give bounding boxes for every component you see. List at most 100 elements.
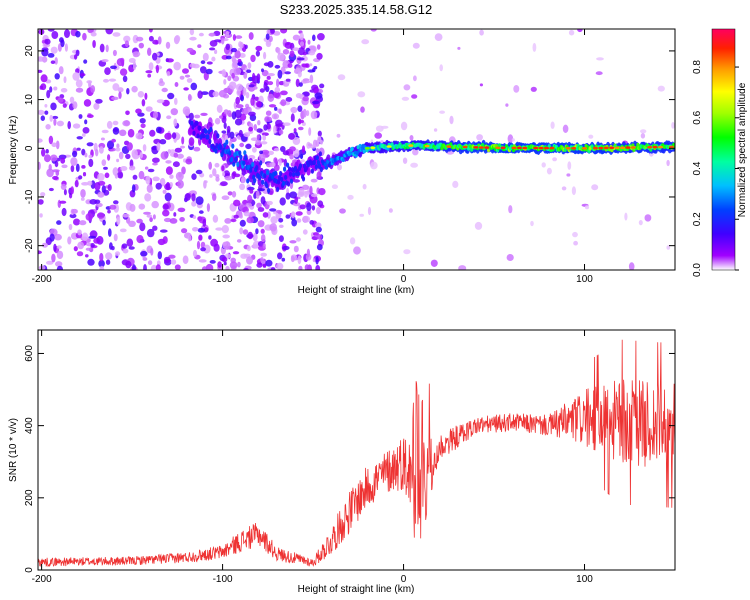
spectrogram-noise-cell xyxy=(640,133,646,139)
spectrogram-noise-cell xyxy=(102,219,106,226)
spectrogram-noise-cell xyxy=(197,227,206,233)
spectrogram-signal-cell xyxy=(470,147,474,152)
spectrogram-x-label: Height of straight line (km) xyxy=(298,285,415,296)
spectrogram-noise-cell xyxy=(347,194,354,200)
spectrogram-noise-cell xyxy=(59,200,67,204)
spectrogram-noise-cell xyxy=(146,184,153,193)
spectrogram-noise-cell xyxy=(257,220,265,228)
spectrogram-noise-cell xyxy=(86,114,94,118)
spectrogram-noise-cell xyxy=(244,44,248,49)
spectrogram-noise-cell xyxy=(513,85,520,93)
spectrogram-noise-cell xyxy=(187,93,192,101)
spectrogram-noise-cell xyxy=(186,47,194,53)
spectrogram-signal-cell xyxy=(236,161,240,167)
spectrogram-signal-cell xyxy=(348,151,352,156)
spectrogram-noise-cell xyxy=(561,186,567,191)
spectrogram-noise-cell xyxy=(301,145,306,153)
spectrogram-noise-cell xyxy=(339,208,346,214)
spectrogram-noise-cell xyxy=(124,40,129,47)
spectrogram-noise-cell xyxy=(88,235,97,239)
spectrogram-noise-cell xyxy=(122,120,131,127)
spectrogram-y-tick-label: 10 xyxy=(24,94,35,106)
spectrogram-noise-cell xyxy=(411,94,418,99)
spectrogram-noise-cell xyxy=(299,204,306,210)
spectrogram-noise-cell xyxy=(58,154,67,160)
spectrogram-noise-cell xyxy=(68,223,73,231)
spectrogram-noise-cell xyxy=(60,157,66,164)
spectrogram-noise-cell xyxy=(125,260,132,269)
spectrogram-noise-cell xyxy=(402,157,408,164)
spectrogram-noise-cell xyxy=(212,193,217,201)
spectrogram-signal-cell xyxy=(244,155,248,161)
spectrogram-noise-cell xyxy=(53,243,57,252)
spectrogram-signal-cell xyxy=(204,128,208,134)
spectrogram-noise-cell xyxy=(541,162,546,168)
spectrogram-noise-cell xyxy=(110,65,117,70)
spectrogram-noise-cell xyxy=(116,158,120,163)
spectrogram-noise-cell xyxy=(233,199,241,207)
spectrogram-noise-cell xyxy=(270,216,278,224)
spectrogram-signal-halo xyxy=(257,177,262,186)
spectrogram-noise-cell xyxy=(51,142,57,148)
spectrogram-noise-cell xyxy=(231,172,236,180)
spectrogram-noise-cell xyxy=(307,39,311,45)
spectrogram-noise-cell xyxy=(595,71,603,76)
spectrogram-noise-cell xyxy=(38,138,43,143)
spectrogram-noise-cell xyxy=(157,36,162,45)
spectrogram-noise-cell xyxy=(60,88,68,93)
spectrogram-signal-cell xyxy=(231,143,235,149)
spectrogram-noise-cell xyxy=(530,86,537,92)
spectrogram-noise-cell xyxy=(370,161,378,170)
spectrogram-noise-cell xyxy=(242,229,249,235)
spectrogram-signal-cell xyxy=(547,144,551,149)
spectrogram-noise-cell xyxy=(222,234,230,239)
spectrogram-signal-cell xyxy=(195,120,199,126)
spectrogram-noise-cell xyxy=(44,38,51,45)
spectrogram-noise-cell xyxy=(163,217,172,223)
spectrogram-noise-cell xyxy=(243,211,250,217)
spectrogram-noise-cell xyxy=(336,133,341,138)
spectrogram-noise-cell xyxy=(308,127,312,136)
spectrogram-noise-cell xyxy=(245,202,252,208)
spectrogram-noise-cell xyxy=(317,200,324,207)
spectrogram-noise-cell xyxy=(71,208,78,214)
colorbar-ticks: 0.0 0.2 0.4 0.6 0.8 xyxy=(692,28,739,277)
spectrogram-noise-cell xyxy=(201,266,208,270)
spectrogram-noise-cell xyxy=(70,157,78,166)
spectrogram-signal-cell xyxy=(287,166,292,172)
spectrogram-noise-cell xyxy=(77,241,85,250)
spectrogram-peak-cell xyxy=(658,145,663,149)
spectrogram-noise-cell xyxy=(292,137,301,145)
spectrogram-noise-cell xyxy=(249,189,254,194)
spectrogram-noise-cell xyxy=(173,118,178,127)
spectrogram-noise-cell xyxy=(200,60,206,65)
spectrogram-noise-cell xyxy=(224,175,233,181)
spectrogram-noise-cell xyxy=(195,169,203,175)
spectrogram-noise-cell xyxy=(119,68,128,76)
snr-x-tick-label: 0 xyxy=(401,574,407,585)
spectrogram-noise-cell xyxy=(85,247,92,251)
spectrogram-noise-cell xyxy=(38,250,42,255)
spectrogram-noise-cell xyxy=(232,59,239,69)
spectrogram-noise-cell xyxy=(233,173,241,178)
spectrogram-noise-cell xyxy=(51,31,59,39)
spectrogram-signal-cell xyxy=(239,154,243,160)
spectrogram-noise-cell xyxy=(269,208,277,212)
spectrogram-noise-cell xyxy=(148,29,153,33)
spectrogram-noise-cell xyxy=(168,254,176,259)
spectrogram-noise-cell xyxy=(312,258,316,263)
spectrogram-noise-cell xyxy=(292,34,300,41)
spectrogram-noise-cell xyxy=(256,73,261,81)
spectrogram-noise-cell xyxy=(81,148,86,156)
spectrogram-noise-cell xyxy=(200,66,207,74)
spectrogram-noise-cell xyxy=(78,175,83,180)
spectrogram-noise-cell xyxy=(180,145,185,149)
spectrogram-signal-cell xyxy=(286,181,291,187)
spectrogram-noise-cell xyxy=(61,207,67,217)
spectrogram-noise-cell xyxy=(299,32,304,41)
spectrogram-noise-cell xyxy=(148,35,154,42)
spectrogram-signal-cell xyxy=(258,175,262,181)
spectrogram-noise-cell xyxy=(194,114,201,119)
spectrogram-noise-cell xyxy=(89,199,98,205)
spectrogram-noise-cell xyxy=(260,257,264,263)
